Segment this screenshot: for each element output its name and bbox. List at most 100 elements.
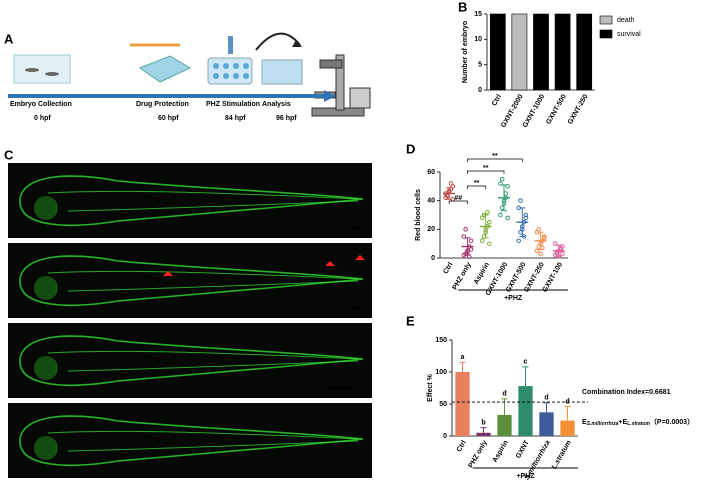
legend-swatch xyxy=(599,29,613,39)
plate-icon xyxy=(138,55,192,83)
group-label: +PHZ xyxy=(516,473,535,480)
legend-swatch xyxy=(599,15,613,25)
significance-mark: ** xyxy=(474,180,480,187)
y-tick-label: 20 xyxy=(427,226,435,233)
data-point xyxy=(503,191,509,196)
significance-mark: ## xyxy=(454,195,462,202)
fluorescence-image: Tg(LCR:eGFP) Control xyxy=(8,163,372,238)
fluorescence-image: Tg(LCR:eGFP) GXNT+PHZ xyxy=(8,403,372,478)
red-arrowhead xyxy=(163,271,173,276)
step-time: 96 hpf xyxy=(276,115,297,122)
error-bar xyxy=(464,237,471,256)
x-tick-label: GXNT-250 xyxy=(567,93,590,125)
data-point xyxy=(534,248,540,254)
strain-label: Tg(LCR:eGFP) xyxy=(12,329,59,336)
formula-part: +E xyxy=(618,419,627,426)
data-point xyxy=(498,212,503,218)
y-tick-label: 150 xyxy=(435,337,447,344)
data-point xyxy=(541,234,547,239)
data-point xyxy=(468,247,474,252)
data-point xyxy=(523,215,529,221)
significance-mark: ** xyxy=(483,165,489,172)
data-point xyxy=(505,215,510,221)
x-tick-label: Aspirin xyxy=(492,439,510,463)
data-point xyxy=(498,181,503,186)
data-point xyxy=(552,241,558,246)
error-bar xyxy=(482,214,489,239)
data-point xyxy=(505,184,510,189)
y-tick-label: 5 xyxy=(478,62,482,69)
panel-label: A xyxy=(4,31,14,46)
panel-label: D xyxy=(406,141,415,156)
step-time: 0 hpf xyxy=(34,115,51,122)
image-background xyxy=(8,243,372,318)
data-point xyxy=(487,219,492,225)
y-tick-label: 10 xyxy=(474,36,482,43)
red-arrowhead xyxy=(355,255,365,260)
y-tick-label: 0 xyxy=(478,87,482,94)
formula-part: E xyxy=(582,419,587,426)
y-tick-label: 100 xyxy=(435,369,447,376)
bar xyxy=(518,386,533,436)
tank-icon xyxy=(13,54,71,84)
formula-part: S.miltiorrhiza xyxy=(587,421,619,427)
fish-outline xyxy=(19,335,364,386)
curved-arrow xyxy=(255,32,301,51)
condition-label: GXNT+PHZ xyxy=(328,465,366,472)
data-point xyxy=(448,181,454,186)
x-tick-label: Aspirin xyxy=(473,261,491,285)
significance-letter: a xyxy=(461,354,465,361)
data-point xyxy=(516,238,521,244)
formula-part: L.stratum xyxy=(627,421,650,427)
bar-segment xyxy=(554,13,571,91)
step-label: Drug Protection xyxy=(136,101,189,108)
error-bar xyxy=(501,184,507,212)
bar-segment xyxy=(576,13,593,91)
plate-icon xyxy=(261,59,303,85)
image-background xyxy=(8,323,372,398)
heart-region xyxy=(34,196,58,220)
data-point xyxy=(538,251,543,256)
bar xyxy=(476,432,491,436)
condition-label: PHZ only xyxy=(337,305,366,312)
vessel xyxy=(47,350,359,372)
error-bar xyxy=(446,187,453,200)
x-tick-label: L.stratum xyxy=(551,439,573,470)
y-tick-label: 0 xyxy=(443,433,447,440)
plate-icon xyxy=(207,57,253,85)
fluorescence-image: Tg(LCR:eGFP) Aspirin+PHZ xyxy=(8,323,372,398)
y-axis-label: Number of embryo xyxy=(462,21,469,83)
error-bar xyxy=(480,427,487,433)
panel-label: C xyxy=(4,147,14,162)
condition-label: Control xyxy=(343,225,366,232)
significance-mark: ** xyxy=(492,153,498,160)
condition-label: Aspirin+PHZ xyxy=(327,385,367,392)
combination-formula: ES.miltiorrhiza+EL.stratum（P=0.0003） xyxy=(582,418,694,427)
fish-icon xyxy=(25,68,39,72)
red-arrowhead xyxy=(325,261,335,266)
significance-letter: b xyxy=(481,420,485,427)
error-bar xyxy=(555,244,562,258)
data-point xyxy=(523,212,529,218)
vessel xyxy=(47,430,359,452)
fish-outline xyxy=(19,175,364,226)
data-point xyxy=(485,209,490,215)
fish-icon xyxy=(45,72,59,76)
bar-segment xyxy=(533,13,549,91)
x-tick-label: PHZ only xyxy=(468,439,489,469)
x-tick-label: Ctrl xyxy=(456,439,468,453)
y-tick-label: 15 xyxy=(474,11,482,18)
combination-index: Combination Index=0.6681 xyxy=(582,389,671,396)
step-label: Embryo Collection xyxy=(10,101,72,108)
heart-region xyxy=(34,436,58,460)
bar-segment xyxy=(489,13,506,91)
data-point xyxy=(499,176,505,182)
x-tick-label: GXNT-1000 xyxy=(522,93,547,129)
data-point xyxy=(541,235,547,241)
timeline-arrow xyxy=(324,90,336,102)
strain-label: Tg(LCR:eGFP) xyxy=(12,169,59,176)
data-point xyxy=(536,227,542,232)
arrow-head xyxy=(292,40,302,47)
data-point xyxy=(518,198,523,203)
